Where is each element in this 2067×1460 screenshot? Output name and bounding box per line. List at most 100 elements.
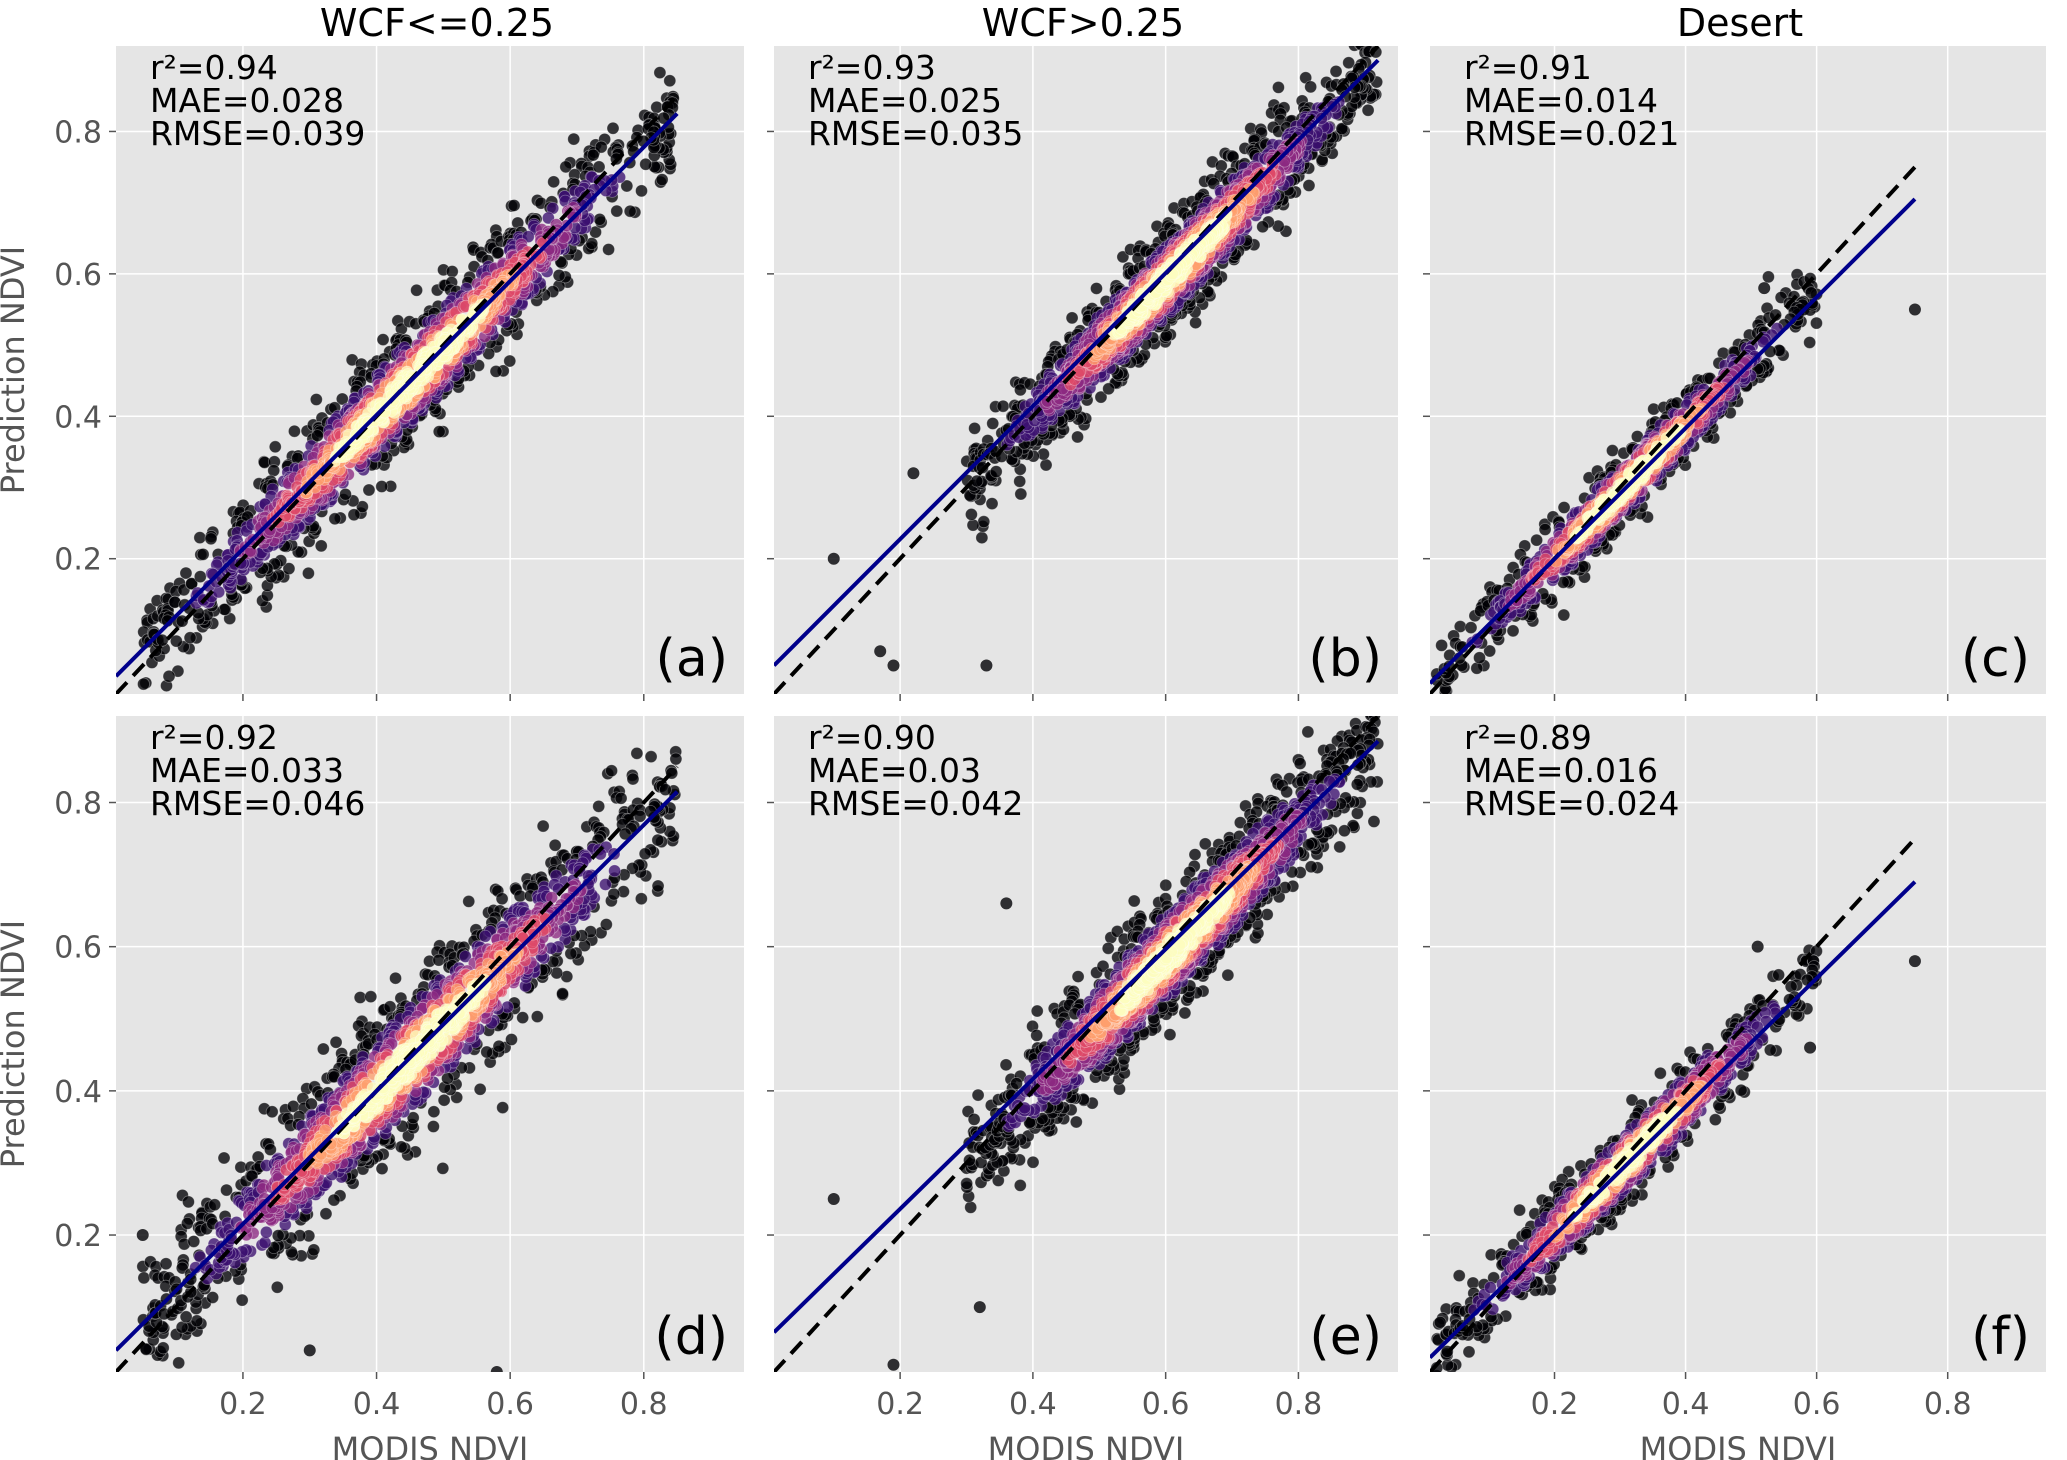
data-point [288, 424, 301, 438]
x-tick-label: 0.4 [353, 1387, 401, 1422]
data-point [669, 752, 683, 766]
data-point [1470, 661, 1484, 675]
stat-line: r²=0.93 [808, 48, 936, 87]
data-point [478, 929, 492, 943]
y-tick-label: 0.6 [54, 931, 102, 966]
data-point [1557, 501, 1571, 514]
data-point [491, 246, 505, 260]
data-point [536, 819, 550, 833]
data-point [156, 1341, 170, 1355]
data-point [1483, 644, 1497, 658]
data-point [495, 892, 509, 906]
data-point [655, 173, 669, 187]
data-point [362, 483, 376, 497]
data-point [182, 1195, 195, 1209]
data-point [1304, 80, 1318, 94]
data-point [503, 354, 517, 368]
data-point [328, 512, 342, 526]
data-point [599, 878, 612, 891]
data-point [307, 1243, 321, 1257]
data-point [220, 1183, 233, 1197]
data-point [319, 1207, 333, 1221]
data-point [626, 772, 640, 786]
data-point [1272, 81, 1285, 94]
data-points [827, 28, 1384, 672]
data-point [989, 465, 1003, 479]
data-point [977, 515, 991, 529]
data-point [364, 990, 378, 1004]
data-point [550, 966, 564, 980]
data-point [623, 204, 637, 218]
data-point [208, 1198, 222, 1212]
data-point [309, 393, 323, 406]
data-point [159, 1257, 173, 1271]
data-point [375, 480, 389, 493]
data-point [329, 1035, 343, 1049]
data-point [406, 1111, 420, 1125]
data-point [432, 425, 446, 439]
data-point [1606, 444, 1619, 457]
data-point [586, 148, 600, 162]
data-point [516, 1011, 530, 1025]
data-point [548, 838, 562, 852]
stat-line: r²=0.91 [1464, 48, 1592, 87]
data-point [1102, 382, 1116, 396]
y-tick-label: 0.8 [54, 115, 102, 150]
identity-line [774, 46, 1380, 694]
data-point [1302, 179, 1316, 192]
stat-line: r²=0.94 [150, 48, 278, 87]
y-tick-label: 0.6 [54, 258, 102, 293]
column-title-desert: Desert [1677, 1, 1803, 45]
data-point [496, 1101, 510, 1114]
data-point [376, 333, 390, 346]
data-point [592, 160, 606, 174]
data-point [651, 879, 665, 893]
data-point [445, 265, 459, 278]
data-point [137, 677, 150, 691]
stat-line: RMSE=0.039 [150, 114, 365, 153]
data-point [259, 1225, 273, 1239]
data-point [663, 74, 677, 88]
data-point [206, 1291, 220, 1304]
data-point [489, 365, 503, 378]
data-point [1342, 56, 1356, 70]
data-point [1090, 282, 1103, 295]
data-point [265, 1105, 279, 1119]
data-point [653, 66, 667, 80]
data-point [347, 508, 361, 522]
data-point [1364, 31, 1376, 43]
y-axis-label: Prediction NDVI [0, 246, 32, 494]
data-point [556, 987, 569, 1001]
identity-line [1430, 165, 1917, 694]
data-point [968, 421, 981, 435]
data-point [1116, 250, 1130, 264]
data-point [1431, 703, 1443, 715]
data-point [1433, 701, 1445, 713]
data-point [1803, 336, 1817, 349]
data-point [1758, 282, 1771, 295]
data-point [427, 1105, 441, 1119]
data-point [193, 570, 207, 584]
data-point [179, 566, 193, 580]
y-tick-label: 0.4 [54, 400, 102, 435]
data-point [1256, 220, 1270, 234]
data-point [996, 399, 1010, 413]
panel-label: (c) [1961, 629, 2030, 689]
data-point [179, 1310, 193, 1324]
data-point [1464, 621, 1478, 634]
data-point [1039, 458, 1053, 472]
data-point [1350, 28, 1362, 40]
data-point [217, 1151, 231, 1165]
data-point [639, 157, 653, 171]
fit-line [116, 112, 679, 678]
data-point [263, 1143, 277, 1156]
x-axis-label: MODIS NDVI [332, 1430, 529, 1460]
data-point [626, 861, 639, 875]
data-point [410, 283, 423, 297]
data-point [593, 212, 607, 226]
data-point [635, 184, 648, 198]
data-point [480, 1045, 494, 1059]
data-point [183, 631, 197, 645]
data-point [1908, 303, 1921, 316]
